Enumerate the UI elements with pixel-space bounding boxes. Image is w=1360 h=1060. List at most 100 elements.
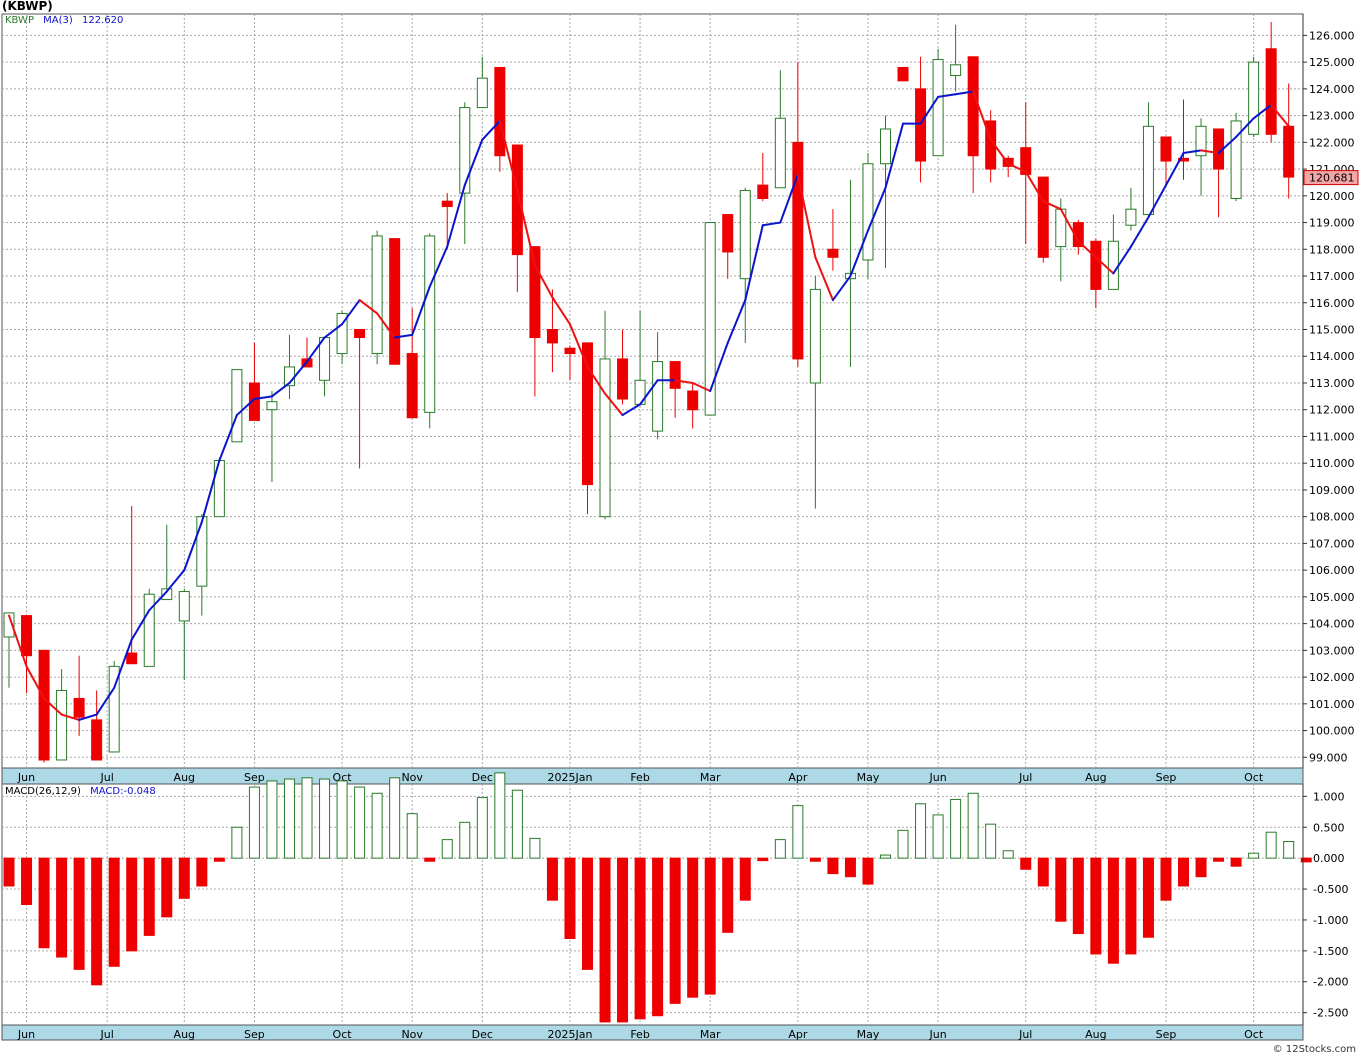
macd-bar-positive	[494, 772, 506, 859]
macd-tick-label: -2.000	[1313, 976, 1348, 989]
candle-body-up	[1142, 125, 1154, 216]
price-tick-label: 113.000	[1309, 377, 1355, 390]
candle-body-up	[599, 358, 611, 518]
macd-bar-negative	[1213, 857, 1225, 862]
price-tick-label: 120.000	[1309, 190, 1355, 203]
ma3-line-segment	[78, 713, 98, 721]
ma3-line-segment	[1059, 208, 1080, 243]
candle-body-down	[581, 342, 593, 486]
macd-bar-negative	[617, 857, 629, 1023]
ma3-line-segment	[568, 323, 589, 368]
macd-bar-positive	[336, 780, 348, 859]
ma3-line-segment	[831, 275, 852, 302]
candle-body-down	[827, 248, 839, 258]
ma3-line-segment	[253, 395, 273, 401]
macd-tick-label: -1.500	[1313, 945, 1348, 958]
price-tick-label: 110.000	[1309, 457, 1355, 470]
candle-body-down	[617, 358, 629, 400]
macd-bar-positive	[950, 798, 962, 859]
chart-title: (KBWP)	[2, 0, 53, 13]
macd-bar-positive	[389, 777, 401, 859]
candle-body-up	[809, 288, 821, 384]
ma3-line-segment	[8, 614, 28, 668]
candle-body-up	[1107, 240, 1119, 290]
macd-month-label: Dec	[472, 1028, 493, 1041]
candle-body-down	[441, 200, 453, 208]
price-tick-label: 126.000	[1309, 29, 1355, 42]
price-tick-label: 115.000	[1309, 324, 1355, 337]
candle-body-up	[950, 64, 962, 76]
ma3-line-segment	[1217, 135, 1238, 155]
ma3-line-segment	[481, 119, 501, 141]
price-tick-label: 117.000	[1309, 270, 1355, 283]
macd-month-label: 2025Jan	[547, 1028, 592, 1041]
ma3-line-segment	[358, 299, 379, 315]
macd-bar-positive	[1002, 850, 1014, 859]
ma3-line-segment	[744, 224, 764, 302]
macd-bar-negative	[3, 857, 15, 887]
macd-bar-positive	[915, 803, 927, 859]
candle-body-down	[21, 615, 33, 657]
candle-body-up	[196, 516, 208, 587]
macd-bar-negative	[1178, 857, 1190, 887]
candle-body-down	[669, 361, 681, 389]
ma3-line-segment	[849, 229, 869, 278]
ma3-line-segment	[270, 381, 291, 398]
macd-bar-negative	[669, 857, 681, 1004]
macd-month-label: Oct	[1244, 1028, 1264, 1041]
macd-bar-positive	[511, 789, 523, 859]
macd-date-axis	[1, 1024, 1304, 1041]
macd-bar-positive	[283, 778, 295, 859]
ma3-line-segment	[1112, 245, 1132, 275]
candle-body-down	[73, 697, 85, 718]
price-month-label: Nov	[401, 771, 423, 784]
candle-body-up	[704, 222, 716, 416]
macd-bar-negative	[1230, 857, 1242, 867]
macd-bar-negative	[687, 857, 699, 998]
price-tick-label: 100.000	[1309, 725, 1355, 738]
price-month-label: Jun	[928, 771, 946, 784]
macd-bar-negative	[1037, 857, 1049, 887]
site-credit: © 12Stocks.com	[1272, 1044, 1356, 1055]
ma3-line-segment	[1182, 149, 1203, 155]
macd-bar-positive	[1283, 840, 1295, 859]
macd-tick-label: -0.500	[1313, 883, 1348, 896]
ma3-line-segment	[306, 336, 326, 363]
macd-month-label: Aug	[174, 1028, 195, 1041]
ma3-line-segment	[1042, 200, 1062, 211]
price-tick-label: 111.000	[1309, 430, 1355, 443]
ma3-line-segment	[235, 398, 256, 417]
ma3-line-segment	[165, 569, 186, 593]
ma3-line-segment	[130, 609, 151, 641]
macd-bar-negative	[73, 857, 85, 970]
macd-bar-negative	[1125, 857, 1137, 955]
price-month-label: Aug	[174, 771, 195, 784]
candle-body-up	[1125, 208, 1137, 226]
ma3-line-segment	[726, 299, 747, 344]
macd-bar-negative	[704, 857, 716, 995]
candle-body-up	[476, 77, 488, 109]
macd-bar-positive	[985, 823, 997, 859]
candle-body-down	[915, 88, 927, 162]
macd-tick-label: 0.500	[1313, 821, 1345, 834]
price-tick-label: 122.000	[1309, 136, 1355, 149]
price-month-label: Sep	[1156, 771, 1177, 784]
macd-bar-negative	[21, 857, 33, 906]
legend-symbol: KBWP	[5, 15, 34, 26]
macd-tick-label: 1.000	[1313, 790, 1345, 803]
macd-bar-negative	[564, 857, 576, 939]
ma3-line-segment	[428, 245, 449, 288]
macd-tick-label: -1.000	[1313, 914, 1348, 927]
ma3-line-segment	[604, 392, 624, 417]
ma3-line-segment	[1164, 152, 1185, 187]
price-month-label: Sep	[244, 771, 265, 784]
macd-bar-positive	[248, 786, 260, 859]
ma3-line-segment	[1129, 216, 1150, 248]
ma3-line-segment	[533, 264, 554, 299]
macd-month-label: Sep	[1156, 1028, 1177, 1041]
price-tick-label: 124.000	[1309, 83, 1355, 96]
macd-bar-positive	[792, 805, 804, 859]
price-month-label: Jul	[100, 771, 114, 784]
price-month-label: Oct	[1244, 771, 1264, 784]
